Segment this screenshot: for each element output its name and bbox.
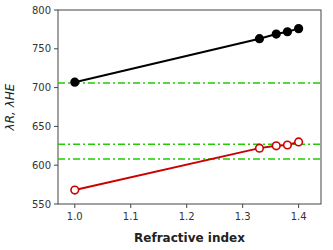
y-tick	[54, 48, 58, 49]
y-tick	[54, 126, 58, 127]
y-axis-label: λR, λHE	[3, 83, 17, 131]
data-point	[272, 142, 280, 150]
chart: 550 600 650 700 750 800 1.0 1.1 1.2 1.3 1.4 Refract…	[0, 0, 333, 250]
reference-line	[58, 82, 321, 84]
plot-frame	[58, 10, 321, 204]
data-point	[295, 25, 303, 33]
y-tick-label: 800	[32, 5, 51, 16]
y-tick-label: 550	[32, 199, 51, 210]
x-tick-label: 1.0	[67, 211, 83, 222]
x-tick-label: 1.1	[123, 211, 139, 222]
x-tick	[242, 204, 243, 208]
x-tick	[130, 204, 131, 208]
series-line	[75, 142, 299, 190]
y-tick-label: 650	[32, 121, 51, 132]
data-point	[71, 186, 79, 194]
axes: 550 600 650 700 750 800 1.0 1.1 1.2 1.3 1.4	[32, 5, 321, 223]
y-tick	[54, 165, 58, 166]
plot-area	[58, 25, 321, 194]
reference-line	[58, 158, 321, 160]
data-point	[284, 141, 292, 149]
y-tick-label: 700	[32, 82, 51, 93]
y-tick	[54, 10, 58, 11]
data-point	[256, 35, 264, 43]
x-tick-label: 1.3	[235, 211, 251, 222]
data-point	[284, 28, 292, 36]
series-line	[75, 29, 299, 83]
data-point	[256, 144, 264, 152]
x-tick	[298, 204, 299, 208]
x-axis-label: Refractive index	[134, 231, 245, 245]
y-tick	[54, 204, 58, 205]
data-point	[71, 78, 79, 86]
y-tick-label: 750	[32, 43, 51, 54]
x-tick	[74, 204, 75, 208]
x-tick-label: 1.4	[291, 211, 307, 222]
y-tick	[54, 87, 58, 88]
x-tick-label: 1.2	[179, 211, 195, 222]
data-point	[272, 30, 280, 38]
x-tick	[186, 204, 187, 208]
data-point	[295, 138, 303, 146]
y-tick-label: 600	[32, 160, 51, 171]
